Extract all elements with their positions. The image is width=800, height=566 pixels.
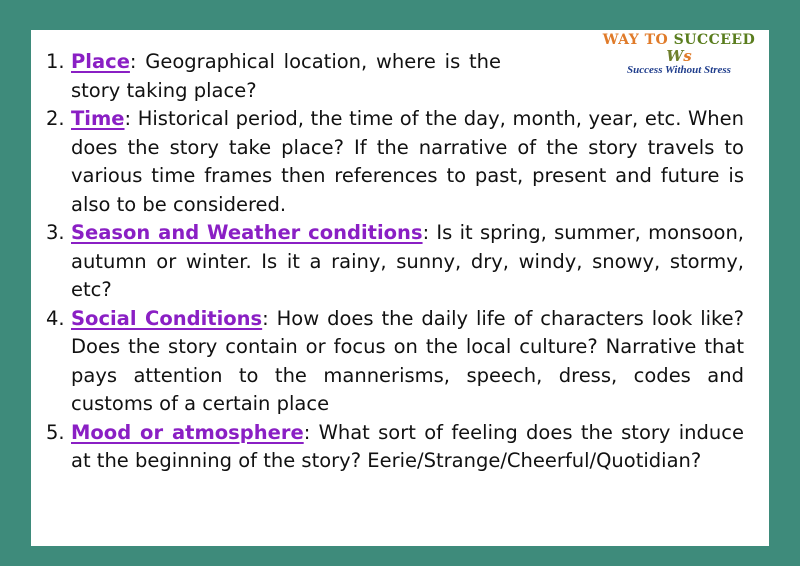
term-time: Time <box>71 107 125 130</box>
item-text: : Historical period, the time of the day… <box>71 107 744 216</box>
list-item-social: 4. Social Conditions: How does the daily … <box>46 305 744 419</box>
item-number: 4. <box>46 306 65 330</box>
term-mood: Mood or atmosphere <box>71 420 304 444</box>
logo-title-part1: WAY TO <box>602 32 674 48</box>
list-item-time: 2. Time: Historical period, the time of t… <box>46 105 744 219</box>
item-number: 2. <box>46 107 65 130</box>
item-text: : Is it spring, summer, monsoon, autumn … <box>71 221 745 301</box>
item-number: 5. <box>46 420 65 444</box>
brand-logo: WAY TO SUCCEED Ws Success Without Stress <box>593 30 765 82</box>
logo-mark-icon: Ws <box>666 47 692 65</box>
story-setting-list: 1. Place: Geographical location, where is… <box>46 48 744 476</box>
term-social: Social Conditions <box>71 306 263 330</box>
list-item-place: 1. Place: Geographical location, where is… <box>46 48 501 105</box>
logo-tagline: Success Without Stress <box>627 64 731 76</box>
term-season: Season and Weather conditions <box>71 221 423 244</box>
list-item-season: 3. Season and Weather conditions: Is it s… <box>46 219 744 305</box>
item-text: : Geographical location, where is the st… <box>71 50 501 102</box>
item-number: 3. <box>46 221 65 244</box>
item-text: : How does the daily life of characters … <box>71 306 744 416</box>
content-card: WAY TO SUCCEED Ws Success Without Stress… <box>31 30 769 546</box>
term-place: Place <box>71 50 130 73</box>
item-text: : What sort of feeling does the story in… <box>71 420 744 473</box>
list-item-mood: 5. Mood or atmosphere: What sort of feeli… <box>46 419 744 476</box>
logo-title: WAY TO SUCCEED <box>593 32 765 48</box>
item-number: 1. <box>46 50 65 73</box>
logo-title-part2: SUCCEED <box>673 32 756 48</box>
